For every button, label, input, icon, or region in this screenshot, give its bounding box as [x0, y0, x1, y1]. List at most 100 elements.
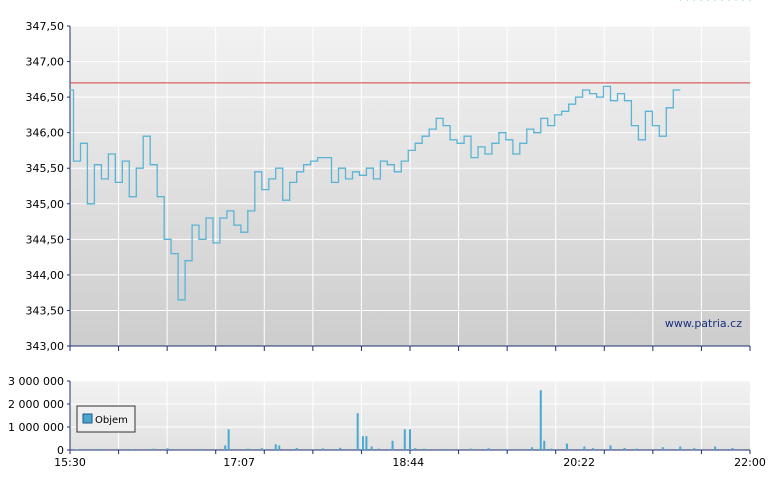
price-y-tick-label: 346,50 — [26, 91, 65, 104]
price-point — [630, 124, 633, 127]
price-point — [135, 167, 137, 169]
price-point — [512, 153, 514, 155]
volume-bar — [391, 440, 394, 450]
price-point — [86, 203, 89, 205]
price-point — [386, 164, 388, 166]
price-point — [728, 0, 730, 1]
price-point — [637, 139, 640, 141]
price-y-tick-label: 345,50 — [26, 162, 65, 175]
price-point — [665, 107, 667, 109]
price-y-tick-label: 344,00 — [26, 269, 65, 282]
price-point — [477, 146, 479, 148]
volume-bar — [224, 445, 227, 450]
volume-bar — [361, 436, 364, 450]
volume-bar — [274, 444, 277, 450]
price-point — [484, 153, 486, 155]
volume-bar — [409, 429, 411, 450]
price-point — [714, 0, 716, 1]
price-point — [491, 142, 493, 144]
volume-bar — [635, 448, 638, 450]
price-point — [554, 114, 556, 116]
volume-bar — [531, 447, 534, 450]
volume-bar — [246, 448, 249, 450]
price-point — [268, 178, 270, 180]
price-point — [69, 89, 71, 91]
volume-bar — [623, 447, 626, 450]
price-point — [623, 100, 626, 102]
price-y-tick-label: 345,00 — [26, 198, 65, 211]
volume-bar — [227, 429, 230, 450]
price-y-tick-label: 346,00 — [26, 127, 65, 140]
price-point — [407, 149, 409, 152]
volume-y-tick-label: 1 000 000 — [8, 421, 64, 434]
volume-bar — [295, 447, 298, 450]
price-point — [721, 0, 723, 1]
price-point — [700, 0, 702, 1]
price-point — [240, 231, 242, 233]
price-point — [609, 100, 612, 102]
price-point — [275, 167, 277, 169]
price-point — [226, 210, 228, 212]
price-point — [219, 217, 221, 219]
price-point — [261, 188, 263, 191]
price-point — [198, 238, 200, 240]
volume-bar — [714, 446, 717, 450]
volume-y-tick-label: 2 000 000 — [8, 398, 64, 411]
volume-bar — [661, 447, 664, 450]
price-y-tick-label: 344,50 — [26, 233, 65, 246]
price-point — [742, 0, 744, 1]
volume-legend-swatch — [82, 413, 93, 424]
volume-bar — [166, 448, 169, 450]
volume-bar — [539, 390, 542, 450]
price-point — [212, 242, 214, 244]
volume-bar — [414, 448, 417, 450]
volume-bar — [199, 448, 202, 450]
price-y-tick-label: 347,50 — [26, 20, 65, 33]
price-point — [156, 196, 158, 198]
price-point — [602, 85, 605, 88]
price-point — [316, 156, 319, 159]
price-point — [616, 92, 619, 95]
price-point — [344, 178, 347, 180]
price-point — [505, 139, 507, 141]
price-point — [337, 167, 340, 169]
price-point — [296, 171, 298, 173]
price-point — [568, 103, 570, 105]
price-point — [735, 0, 737, 1]
volume-bar — [278, 445, 281, 450]
x-tick-label: 18:44 — [392, 456, 424, 469]
volume-bar — [443, 448, 446, 450]
volume-bar — [693, 448, 696, 450]
volume-bar — [95, 448, 98, 450]
price-point — [128, 196, 130, 198]
price-point — [582, 89, 584, 91]
price-point — [644, 110, 646, 112]
price-point — [693, 0, 695, 1]
volume-bar — [470, 448, 473, 450]
price-point — [456, 142, 458, 144]
price-point — [595, 96, 598, 98]
price-point — [149, 164, 151, 166]
price-point — [282, 199, 284, 201]
price-point — [428, 128, 430, 130]
x-tick-label: 22:00 — [734, 456, 766, 469]
volume-bar — [592, 448, 595, 450]
volume-bar — [565, 443, 568, 450]
price-point — [351, 171, 354, 173]
price-point — [435, 117, 437, 120]
price-point — [707, 0, 709, 1]
price-point — [414, 142, 416, 144]
price-point — [463, 135, 465, 137]
price-point — [679, 0, 681, 1]
volume-bar — [260, 448, 263, 450]
price-point — [372, 178, 374, 180]
volume-bar — [377, 448, 380, 450]
volume-bar — [609, 445, 612, 450]
price-point — [651, 124, 653, 127]
price-point — [72, 160, 75, 162]
x-tick-label: 20:22 — [563, 456, 595, 469]
price-point — [379, 160, 381, 162]
price-point — [289, 181, 291, 184]
volume-bar — [403, 429, 406, 450]
